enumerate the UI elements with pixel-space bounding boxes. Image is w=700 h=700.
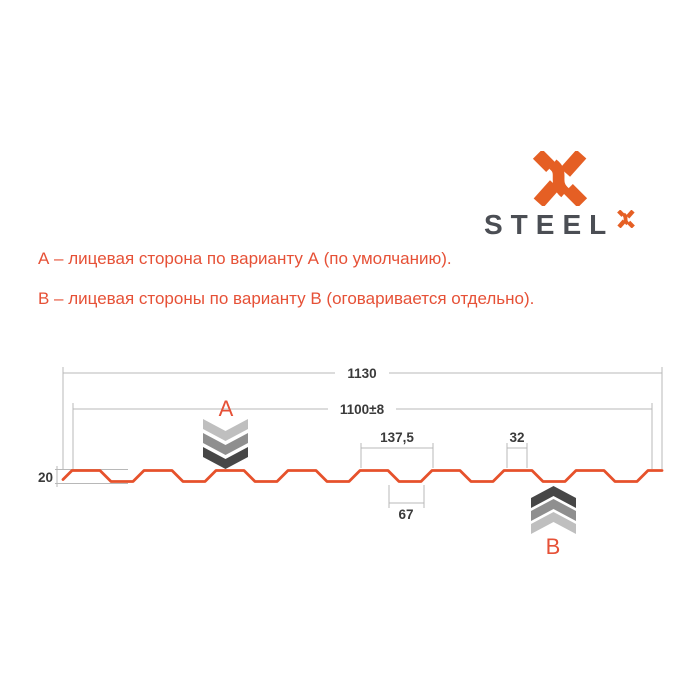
dim-rib-top: 32 (506, 430, 528, 468)
dim-pitch-label: 137,5 (380, 430, 414, 445)
variant-b-chevrons-up-icon (531, 486, 576, 534)
variant-a-marker: А (203, 396, 248, 469)
variant-a-chevrons-down-icon (203, 419, 248, 469)
dim-height-label: 20 (38, 470, 53, 485)
dim-total-width: 1130 (62, 365, 663, 469)
logo: STEEL (484, 211, 636, 239)
dim-rib-top-label: 32 (509, 430, 524, 445)
note-line-variant-a: А – лицевая сторона по варианту А (по ум… (38, 249, 452, 268)
logo-wordmark: STEEL (484, 209, 615, 240)
dim-useful-width: 1100±8 (72, 401, 653, 469)
sheet-profile-outline (61, 469, 664, 483)
variant-b-marker: В (531, 486, 576, 559)
dim-useful-width-label: 1100±8 (340, 402, 385, 417)
variant-a-label: А (219, 396, 234, 421)
note-line-variant-b: В – лицевая стороны по варианту В (огова… (38, 289, 535, 308)
variant-b-label: В (546, 534, 561, 559)
dim-rib-bottom: 67 (388, 485, 425, 522)
dim-pitch: 137,5 (360, 430, 434, 468)
dim-rib-bottom-label: 67 (398, 507, 413, 522)
dim-total-width-label: 1130 (347, 366, 376, 381)
sheet-profile (61, 469, 664, 483)
